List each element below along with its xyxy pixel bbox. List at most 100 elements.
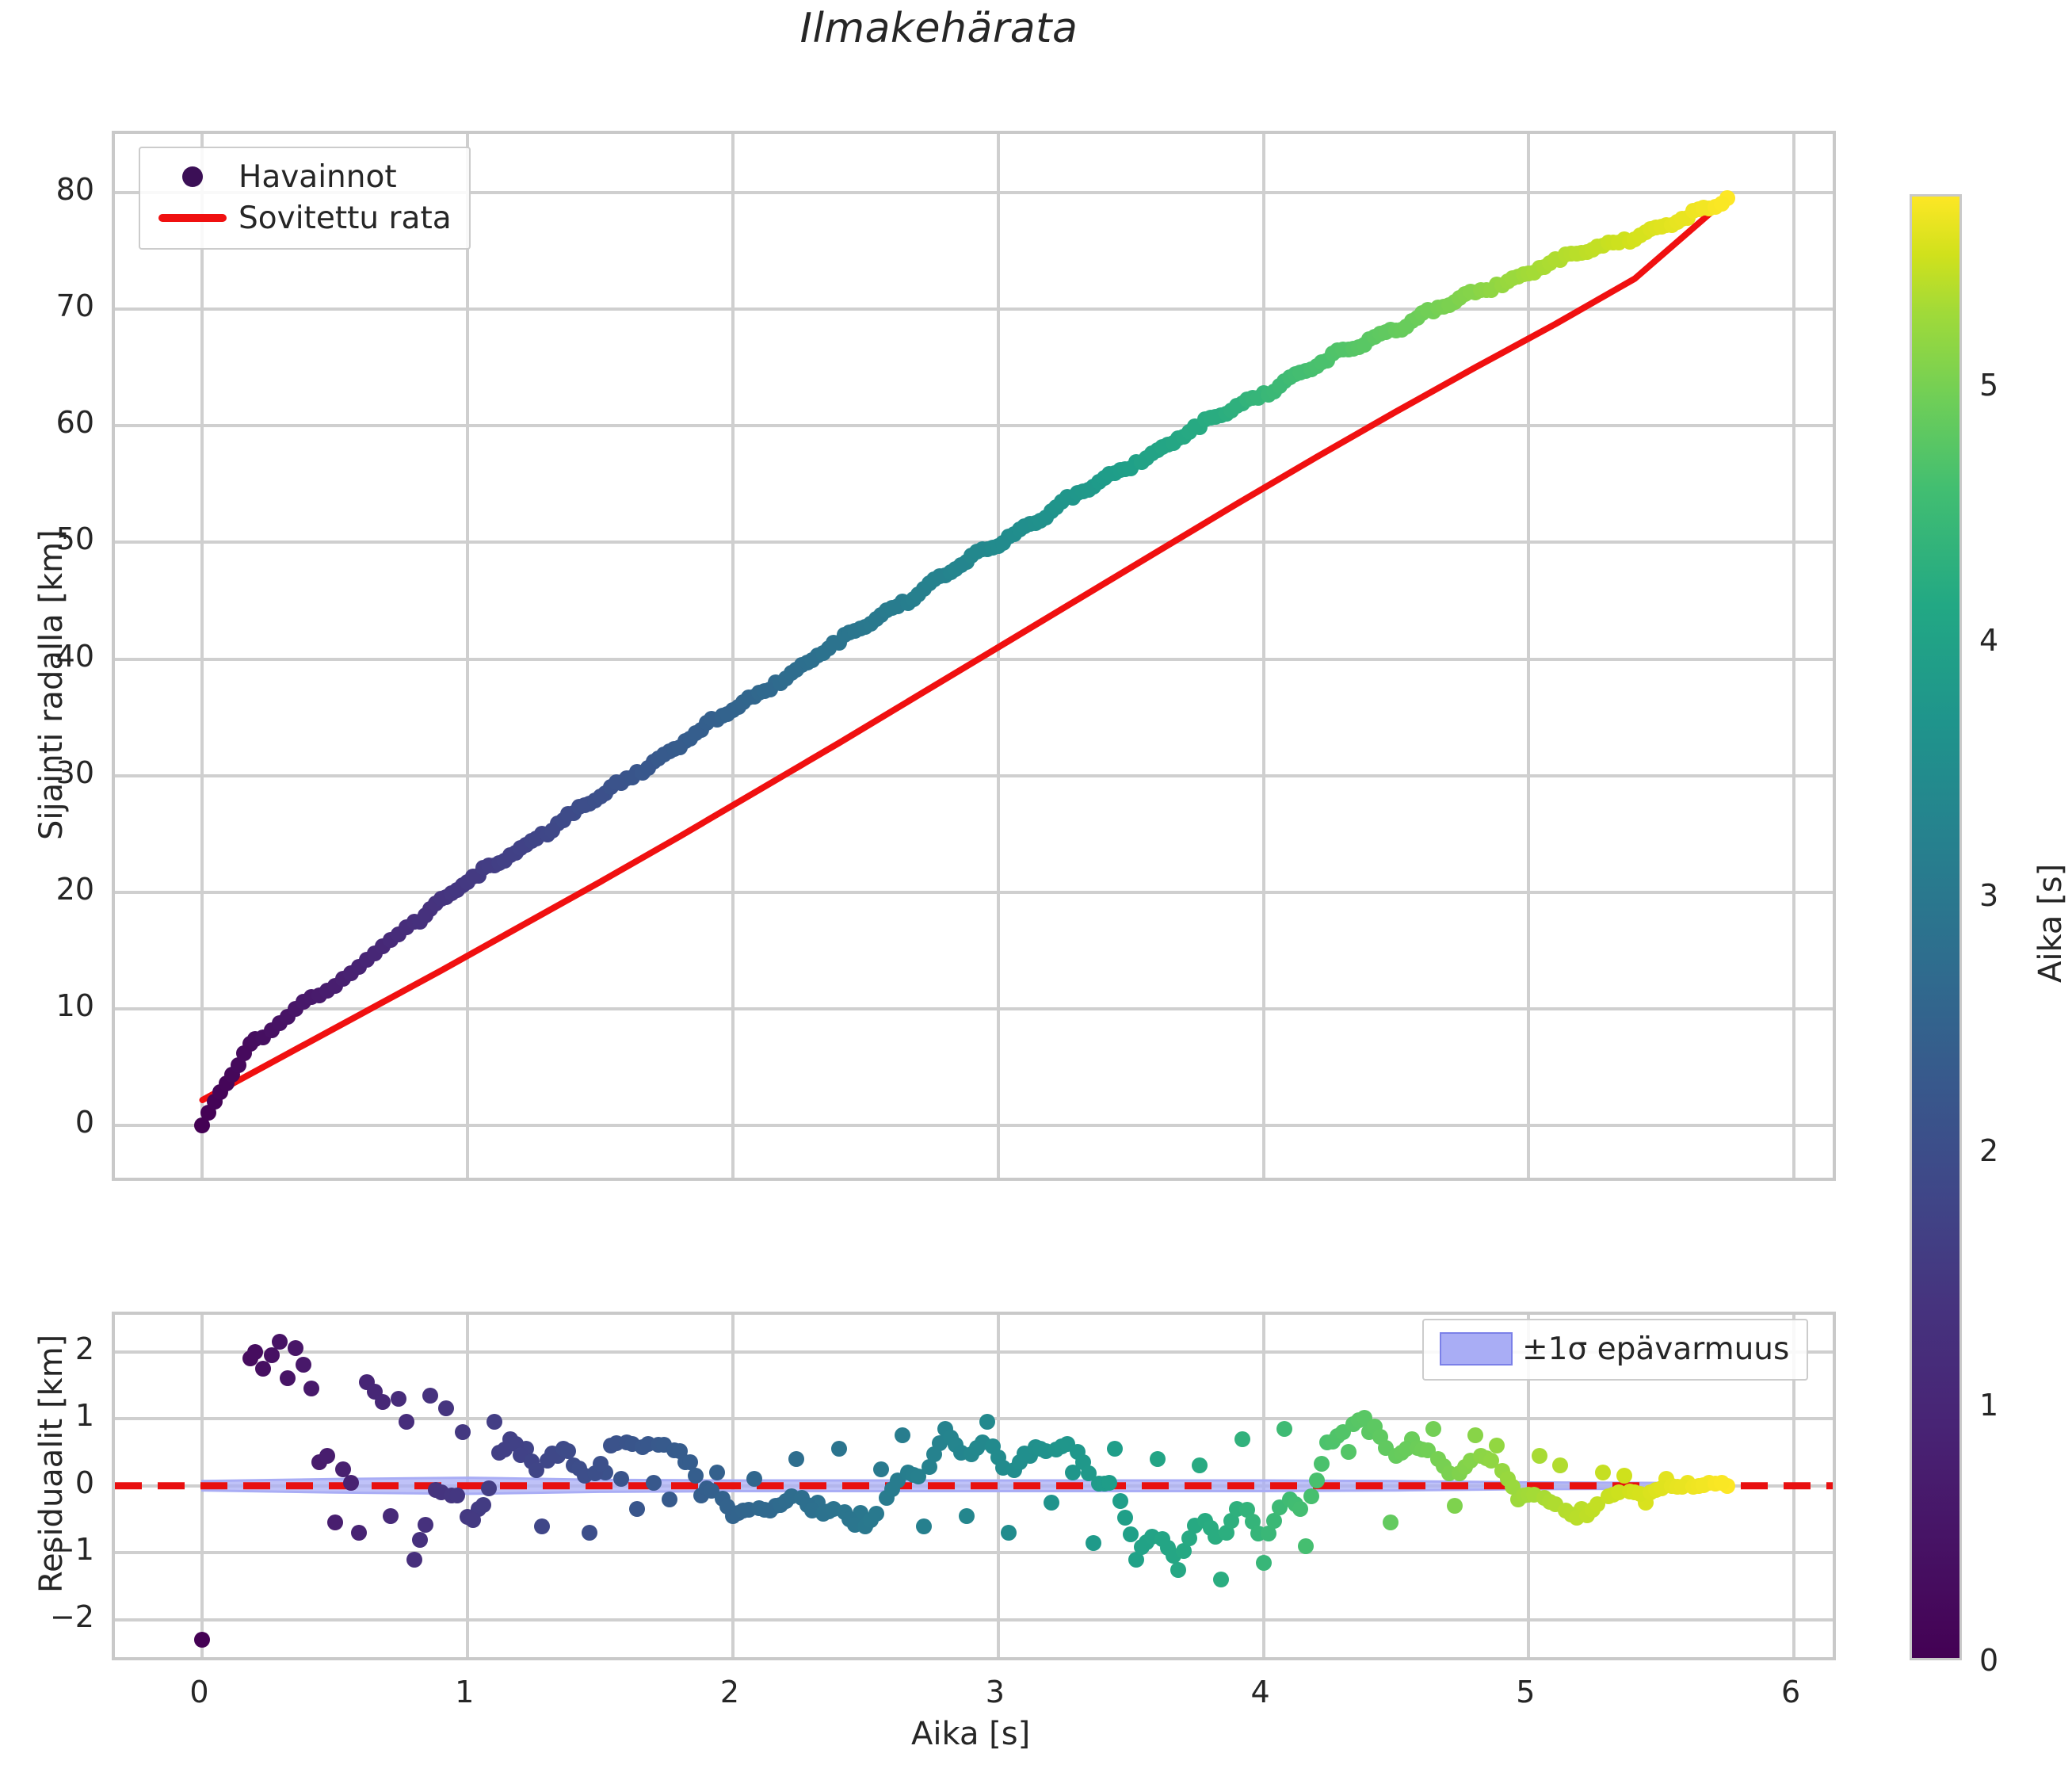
residual-point — [719, 1499, 736, 1515]
gridline-vertical — [1261, 1315, 1265, 1657]
residual-point — [566, 1457, 582, 1474]
residual-point — [1616, 1468, 1632, 1484]
y-tick-label: 50 — [55, 521, 94, 557]
residual-point — [422, 1387, 439, 1404]
observation-point — [460, 873, 476, 890]
residual-point — [645, 1474, 662, 1491]
observation-point — [985, 539, 1002, 556]
gridline-horizontal — [115, 1618, 1833, 1621]
observation-point — [1483, 282, 1500, 299]
observation-point — [513, 840, 529, 857]
observation-point — [767, 674, 784, 690]
observation-point — [1515, 266, 1532, 283]
gridline-horizontal — [115, 540, 1833, 544]
observation-point — [1387, 323, 1404, 339]
residual-point — [1143, 1528, 1160, 1545]
observation-point — [255, 1029, 272, 1045]
residual-point — [1255, 1555, 1272, 1572]
observation-point — [1478, 282, 1494, 299]
residual-point — [958, 1507, 975, 1524]
x-tick-label: 1 — [455, 1675, 475, 1709]
residual-point — [1021, 1447, 1038, 1464]
observation-point — [1139, 449, 1155, 466]
observation-point — [1160, 437, 1177, 453]
gridline-vertical — [996, 134, 1000, 1178]
observation-point — [719, 705, 736, 722]
residual-point — [1096, 1475, 1112, 1492]
legend-entry[interactable]: ±1σ epävarmuus — [1438, 1328, 1789, 1369]
observation-point — [677, 732, 693, 749]
observation-point — [730, 698, 746, 715]
observation-point — [242, 1036, 258, 1052]
colorbar-tick-label: 4 — [1979, 623, 1999, 659]
residual-point — [391, 1390, 407, 1407]
observation-point — [247, 1031, 264, 1048]
colorbar-tick-label: 5 — [1979, 368, 1999, 403]
observation-point — [757, 682, 773, 699]
y-tick-label: −1 — [49, 1532, 94, 1568]
observation-point — [635, 764, 651, 781]
residual-point — [1409, 1439, 1425, 1456]
gridline-horizontal — [115, 1007, 1833, 1011]
legend-entry[interactable]: Havainnot — [155, 156, 452, 197]
residual-point — [1351, 1412, 1368, 1429]
observation-point — [1653, 218, 1669, 235]
residual-point — [1627, 1484, 1643, 1501]
observation-point — [517, 836, 534, 853]
residual-point — [1128, 1551, 1144, 1568]
residual-point — [582, 1525, 598, 1541]
residual-point — [1218, 1524, 1234, 1541]
observation-point — [1196, 411, 1213, 428]
observation-point — [1568, 246, 1585, 262]
residual-point — [406, 1551, 423, 1568]
observation-point — [1292, 364, 1309, 380]
observation-point — [1101, 465, 1118, 482]
observation-point — [582, 796, 598, 812]
residual-point — [1287, 1496, 1303, 1513]
residual-point — [921, 1459, 937, 1476]
residual-point — [841, 1511, 858, 1527]
residual-point — [1080, 1465, 1097, 1481]
residual-point — [1425, 1420, 1441, 1437]
gridline-horizontal — [115, 1417, 1833, 1421]
residual-point — [889, 1472, 906, 1488]
observation-point — [698, 714, 715, 731]
observation-point — [1393, 321, 1410, 338]
observation-point — [1265, 383, 1282, 399]
residual-point — [1600, 1488, 1616, 1505]
residual-point — [905, 1466, 922, 1483]
observation-point — [1123, 460, 1139, 477]
observation-point — [1276, 373, 1293, 390]
residual-point — [635, 1438, 651, 1455]
observation-point — [1542, 255, 1559, 272]
observation-point — [470, 868, 487, 884]
observation-point — [448, 882, 465, 899]
residual-point — [194, 1632, 211, 1648]
observation-point — [1011, 521, 1028, 538]
observation-point — [1239, 391, 1256, 407]
observation-point — [194, 1117, 211, 1134]
x-tick-label: 0 — [189, 1675, 209, 1709]
observation-point — [263, 1022, 280, 1038]
observation-point — [1436, 298, 1452, 315]
observation-point — [391, 926, 407, 942]
residual-point — [242, 1350, 258, 1366]
observation-point — [271, 1014, 288, 1031]
observation-point — [1074, 483, 1091, 500]
observation-point — [1234, 395, 1250, 412]
observation-point — [1372, 326, 1388, 342]
residual-point — [428, 1481, 445, 1498]
observation-point — [1456, 286, 1473, 303]
observation-point — [1713, 196, 1730, 212]
observation-point — [1494, 277, 1510, 294]
observation-point — [533, 826, 550, 842]
residual-point — [1542, 1493, 1559, 1510]
legend-entry[interactable]: Sovitettu rata — [155, 197, 452, 239]
observation-point — [810, 647, 826, 664]
observation-point — [804, 651, 821, 668]
observation-point — [655, 746, 672, 762]
observation-point — [857, 619, 874, 636]
observation-point — [1059, 489, 1075, 506]
residual-point — [1605, 1486, 1622, 1503]
observation-point — [1212, 407, 1229, 423]
